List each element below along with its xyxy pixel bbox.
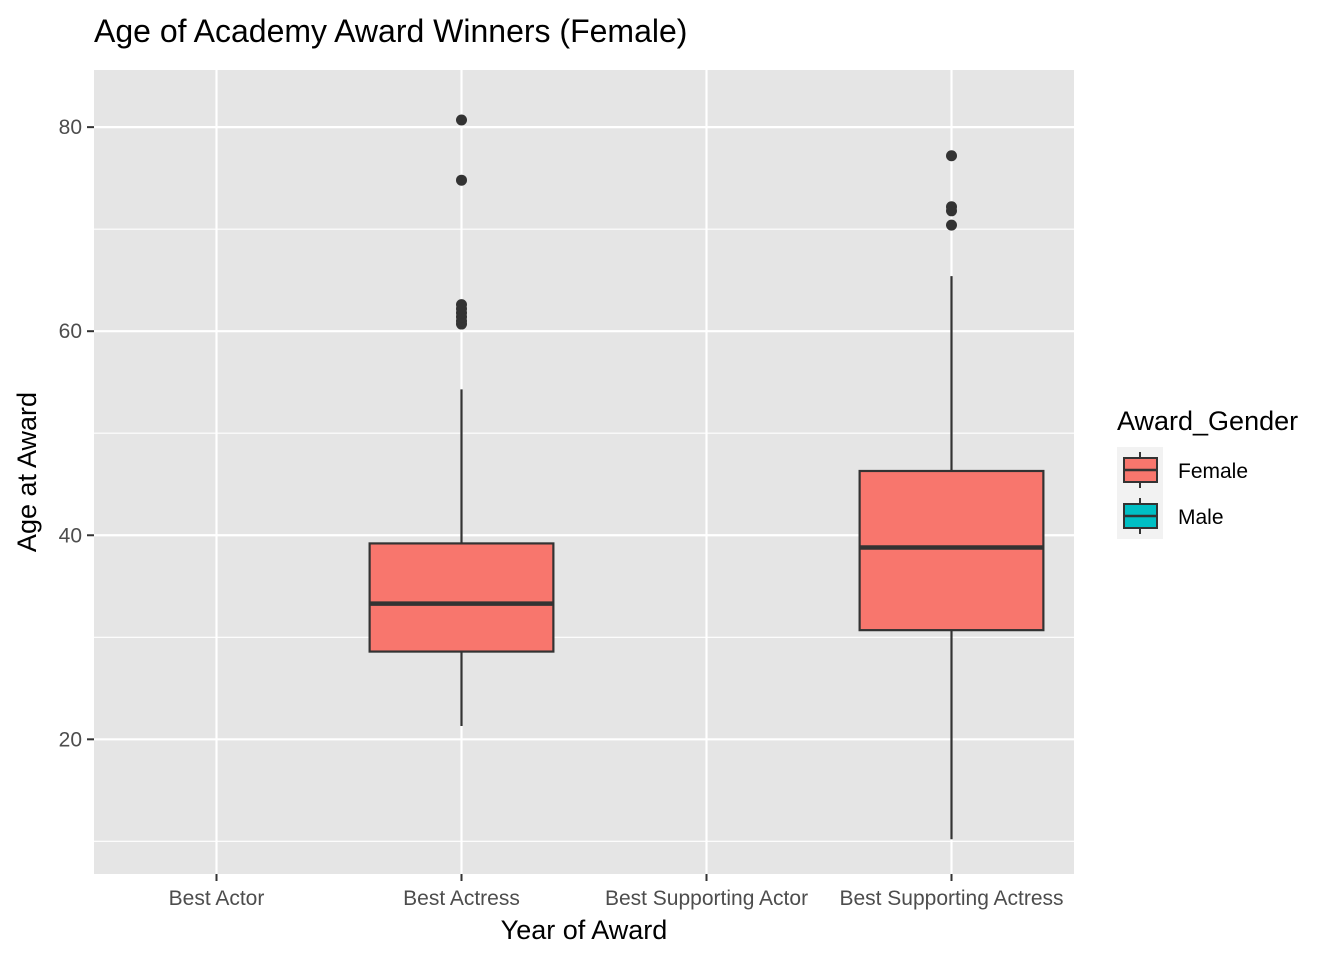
chart-title: Age of Academy Award Winners (Female) [94,13,687,49]
x-tick-label: Best Supporting Actor [605,887,808,910]
outlier-point [456,299,467,311]
outlier-point [456,174,467,186]
outlier-point [946,150,957,162]
outlier-point [946,201,957,213]
y-tick-label: 40 [59,524,82,547]
legend-title: Award_Gender [1117,406,1298,436]
x-tick-label: Best Supporting Actress [839,887,1063,910]
outlier-point [946,219,957,231]
x-axis-title: Year of Award [501,915,668,945]
y-tick-label: 20 [59,728,82,751]
box-iqr [368,542,555,653]
boxplots [368,114,1045,840]
y-axis: 20 40 60 80 [59,116,94,751]
legend: Award_Gender Female Male [1117,406,1298,539]
x-tick-label: Best Actress [403,887,520,910]
legend-label: Female [1178,460,1248,483]
grid-minor [94,228,1074,842]
y-axis-title: Age at Award [12,392,42,552]
outlier-point [456,114,467,126]
legend-label: Male [1178,506,1224,529]
x-axis: Best Actor Best Actress Best Supporting Ac… [169,874,1064,910]
x-tick-label: Best Actor [169,887,265,910]
y-tick-label: 80 [59,116,82,139]
y-tick-label: 60 [59,320,82,343]
box-iqr [858,469,1045,632]
